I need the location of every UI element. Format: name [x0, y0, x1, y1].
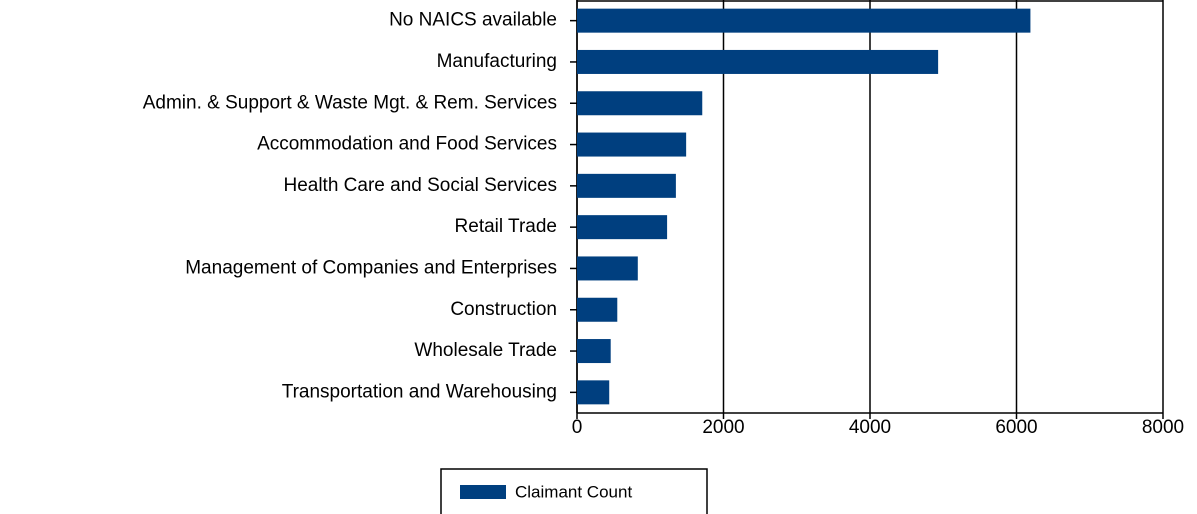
bar [577, 8, 1031, 33]
legend-label: Claimant Count [515, 482, 632, 501]
bar [577, 91, 703, 116]
y-tick-label: Manufacturing [437, 51, 557, 72]
y-tick-label: Retail Trade [455, 216, 557, 237]
bar [577, 49, 939, 74]
y-tick-label: Transportation and Warehousing [282, 381, 557, 402]
y-tick-label: Management of Companies and Enterprises [185, 257, 557, 278]
x-tick-label: 2000 [702, 417, 744, 438]
bar [577, 339, 611, 364]
y-tick-label: Wholesale Trade [414, 340, 557, 361]
x-tick-label: 8000 [1142, 417, 1184, 438]
x-tick-label: 6000 [995, 417, 1037, 438]
y-tick-label: No NAICS available [389, 10, 557, 31]
bar [577, 173, 676, 198]
bar [577, 380, 610, 405]
y-tick-label: Construction [450, 299, 557, 320]
y-tick-label: Health Care and Social Services [283, 175, 557, 196]
x-tick-label: 0 [572, 417, 583, 438]
y-tick-label: Accommodation and Food Services [257, 134, 557, 155]
y-tick-label: Admin. & Support & Waste Mgt. & Rem. Ser… [143, 92, 557, 113]
bar [577, 297, 618, 322]
bar [577, 215, 668, 240]
x-tick-label: 4000 [849, 417, 891, 438]
legend-swatch [460, 485, 506, 499]
bar [577, 256, 638, 281]
bar [577, 132, 687, 157]
